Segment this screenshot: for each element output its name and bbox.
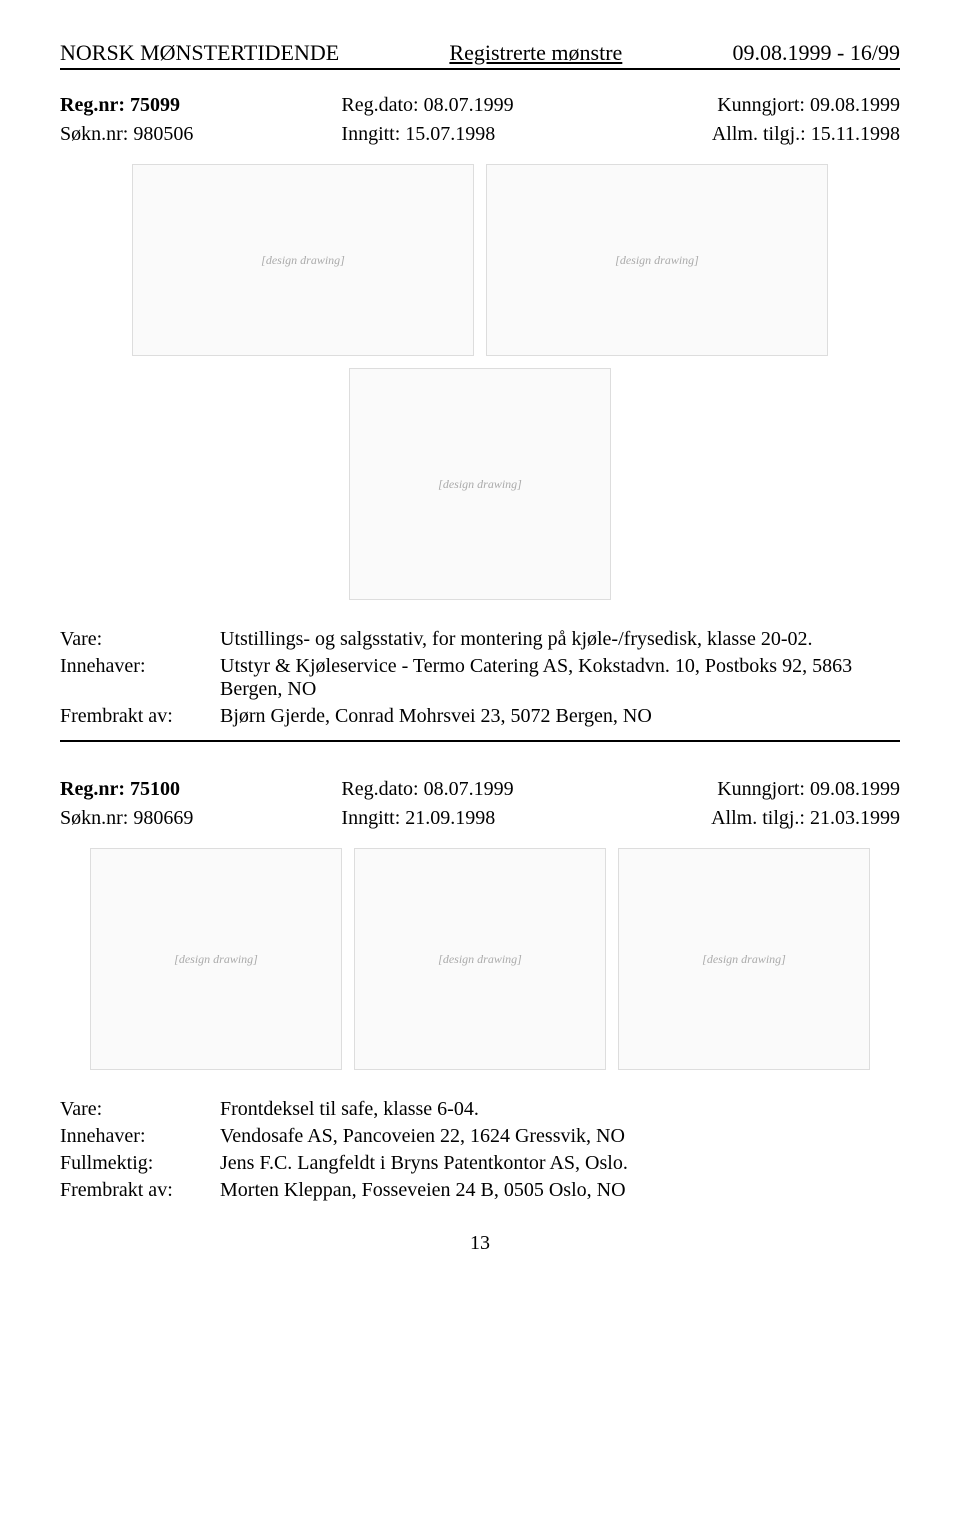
entry1-sokn-nr: Søkn.nr: 980506 [60, 123, 337, 146]
vare-label: Vare: [60, 628, 220, 651]
entry2-innehaver-line: Innehaver: Vendosafe AS, Pancoveien 22, … [60, 1125, 900, 1148]
entry1-reg-nr: Reg.nr: 75099 [60, 94, 337, 117]
frembrakt-value: Morten Kleppan, Fosseveien 24 B, 0505 Os… [220, 1179, 900, 1202]
entry1-frembrakt-line: Frembrakt av: Bjørn Gjerde, Conrad Mohrs… [60, 705, 900, 728]
entry2-reg-row2: Søkn.nr: 980669 Inngitt: 21.09.1998 Allm… [60, 807, 900, 830]
entry2-reg-nr: Reg.nr: 75100 [60, 778, 337, 801]
frembrakt-label: Frembrakt av: [60, 705, 220, 728]
innehaver-value: Utstyr & Kjøleservice - Termo Catering A… [220, 655, 900, 701]
entry2-info: Vare: Frontdeksel til safe, klasse 6-04.… [60, 1098, 900, 1202]
figure-placeholder: [design drawing] [132, 164, 474, 356]
entry1-reg-row2: Søkn.nr: 980506 Inngitt: 15.07.1998 Allm… [60, 123, 900, 146]
entry1-vare-line: Vare: Utstillings- og salgsstativ, for m… [60, 628, 900, 651]
entry2-frembrakt-line: Frembrakt av: Morten Kleppan, Fosseveien… [60, 1179, 900, 1202]
entry2-vare-line: Vare: Frontdeksel til safe, klasse 6-04. [60, 1098, 900, 1121]
page-header: NORSK MØNSTERTIDENDE Registrerte mønstre… [60, 40, 900, 70]
entry1-info: Vare: Utstillings- og salgsstativ, for m… [60, 628, 900, 728]
entry2-figures: [design drawing] [design drawing] [desig… [60, 848, 900, 1070]
entry1-figures: [design drawing] [design drawing] [desig… [60, 164, 900, 600]
entry2-kunngjort: Kunngjort: 09.08.1999 [623, 778, 900, 801]
figure-placeholder: [design drawing] [90, 848, 342, 1070]
entry2-sokn-nr: Søkn.nr: 980669 [60, 807, 337, 830]
header-right: 09.08.1999 - 16/99 [733, 40, 900, 66]
header-center: Registrerte mønstre [449, 40, 622, 66]
vare-value: Utstillings- og salgsstativ, for monteri… [220, 628, 900, 651]
entry1-reg-row1: Reg.nr: 75099 Reg.dato: 08.07.1999 Kunng… [60, 94, 900, 117]
entry1-reg-dato: Reg.dato: 08.07.1999 [341, 94, 618, 117]
header-left: NORSK MØNSTERTIDENDE [60, 40, 339, 66]
entry2-allm-tilgj: Allm. tilgj.: 21.03.1999 [623, 807, 900, 830]
fullmektig-label: Fullmektig: [60, 1152, 220, 1175]
entry2-inngitt: Inngitt: 21.09.1998 [341, 807, 618, 830]
frembrakt-value: Bjørn Gjerde, Conrad Mohrsvei 23, 5072 B… [220, 705, 900, 728]
page-container: NORSK MØNSTERTIDENDE Registrerte mønstre… [0, 0, 960, 1275]
innehaver-value: Vendosafe AS, Pancoveien 22, 1624 Gressv… [220, 1125, 900, 1148]
entry-divider [60, 740, 900, 742]
innehaver-label: Innehaver: [60, 1125, 220, 1148]
figure-placeholder: [design drawing] [618, 848, 870, 1070]
entry1-inngitt: Inngitt: 15.07.1998 [341, 123, 618, 146]
entry2-fullmektig-line: Fullmektig: Jens F.C. Langfeldt i Bryns … [60, 1152, 900, 1175]
vare-label: Vare: [60, 1098, 220, 1121]
figure-placeholder: [design drawing] [354, 848, 606, 1070]
page-number: 13 [60, 1232, 900, 1255]
entry1-kunngjort: Kunngjort: 09.08.1999 [623, 94, 900, 117]
vare-value: Frontdeksel til safe, klasse 6-04. [220, 1098, 900, 1121]
fullmektig-value: Jens F.C. Langfeldt i Bryns Patentkontor… [220, 1152, 900, 1175]
innehaver-label: Innehaver: [60, 655, 220, 701]
entry1-innehaver-line: Innehaver: Utstyr & Kjøleservice - Termo… [60, 655, 900, 701]
figure-placeholder: [design drawing] [486, 164, 828, 356]
figure-placeholder: [design drawing] [349, 368, 611, 600]
entry2-reg-row1: Reg.nr: 75100 Reg.dato: 08.07.1999 Kunng… [60, 778, 900, 801]
frembrakt-label: Frembrakt av: [60, 1179, 220, 1202]
entry1-allm-tilgj: Allm. tilgj.: 15.11.1998 [623, 123, 900, 146]
entry2-reg-dato: Reg.dato: 08.07.1999 [341, 778, 618, 801]
